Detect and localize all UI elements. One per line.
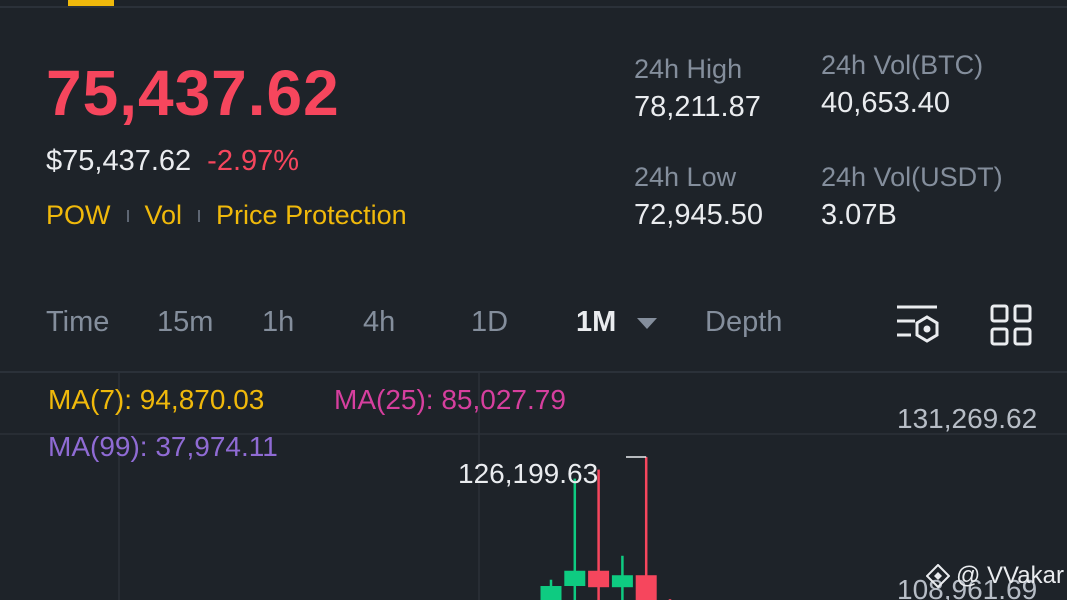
candle-body[interactable] [540, 586, 562, 600]
tag-separator [126, 209, 129, 222]
chart-top-divider [0, 371, 1067, 373]
stat-value: 3.07B [821, 199, 897, 231]
active-tab-indicator [68, 0, 114, 6]
axis-label-top: 131,269.62 [897, 403, 1037, 434]
ma25-readout: MA(25): 85,027.79 [334, 384, 566, 415]
stat-24h-high: 24h High 78,211.87 [634, 54, 761, 124]
tab-1d[interactable]: 1D [471, 306, 509, 338]
stat-24h-vol-btc: 24h Vol(BTC) 40,653.40 [821, 50, 983, 120]
indicators-icon[interactable] [893, 303, 941, 347]
stat-label: 24h Vol(BTC) [821, 50, 984, 80]
tag-vol[interactable]: Vol [144, 200, 183, 230]
price-change-percent: -2.97% [207, 145, 300, 177]
top-divider [0, 6, 1067, 8]
tab-time[interactable]: Time [46, 306, 110, 338]
stat-value: 72,945.50 [634, 199, 764, 231]
stat-24h-vol-usdt: 24h Vol(USDT) 3.07B [821, 162, 1003, 232]
watermark: @ VVakar [926, 562, 1064, 590]
tab-15m[interactable]: 15m [157, 306, 214, 338]
layout-grid-icon[interactable] [990, 304, 1032, 346]
tag-pow[interactable]: POW [46, 200, 111, 230]
stat-label: 24h Vol(USDT) [821, 162, 1003, 192]
timeframe-bar: Time 15m 1h 4h 1D 1M Depth [0, 300, 1067, 352]
watermark-text: @ VVakar [956, 562, 1064, 589]
tab-1h[interactable]: 1h [262, 306, 295, 338]
tab-4h[interactable]: 4h [363, 306, 396, 338]
price-usd: $75,437.62 [46, 145, 192, 177]
stat-label: 24h Low [634, 162, 737, 192]
stat-24h-low: 24h Low 72,945.50 [634, 162, 763, 232]
binance-logo-icon [926, 564, 950, 588]
candle-body[interactable] [588, 570, 610, 588]
tab-1m[interactable]: 1M [576, 306, 617, 338]
stat-label: 24h High [634, 54, 743, 84]
peak-price-label: 126,199.63 [458, 458, 598, 489]
candle-body[interactable] [611, 575, 633, 588]
kline-chart[interactable]: 126,199.63 131,269.62 108,961.69 [0, 373, 1067, 600]
token-tags: POW Vol Price Protection [46, 200, 407, 231]
tag-separator [198, 209, 201, 222]
candle-body[interactable] [564, 570, 586, 587]
ma7-readout: MA(7): 94,870.03 [48, 384, 265, 415]
chevron-down-icon[interactable] [637, 318, 657, 329]
axis-label-second: 108,961.69 [897, 574, 1037, 600]
tab-depth[interactable]: Depth [705, 306, 783, 338]
candle-body[interactable] [635, 575, 657, 600]
last-price: 75,437.62 [46, 57, 340, 129]
stat-value: 78,211.87 [634, 91, 761, 123]
tag-price-protection[interactable]: Price Protection [216, 200, 407, 230]
stat-value: 40,653.40 [821, 87, 951, 119]
price-subline: $75,437.62 -2.97% [46, 145, 299, 178]
ma99-readout: MA(99): 37,974.11 [48, 431, 278, 462]
